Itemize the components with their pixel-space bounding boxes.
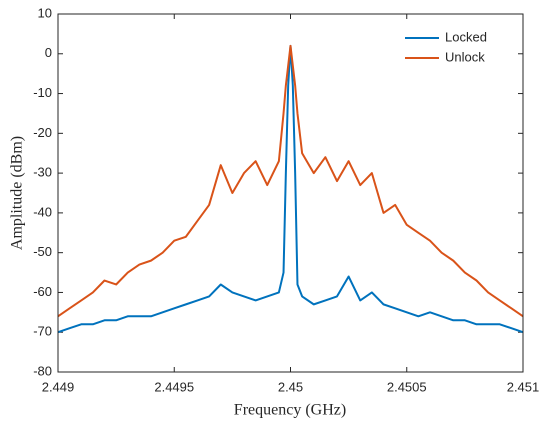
y-tick-label: 0: [45, 45, 52, 60]
axes-box: [57, 13, 524, 373]
x-tick-label: 2.45: [278, 379, 303, 394]
y-tick-label: -30: [33, 165, 52, 180]
y-axis-label: Amplitude (dBm): [9, 136, 26, 250]
line-series: [57, 44, 524, 318]
y-tick-label: -70: [33, 324, 52, 339]
y-tick-label: -10: [33, 85, 52, 100]
y-tick-label: -40: [33, 204, 52, 219]
x-tick-label: 2.4505: [387, 379, 427, 394]
legend-label: Unlock: [445, 49, 485, 64]
y-tick-label: -60: [33, 284, 52, 299]
y-tick-label: 10: [38, 5, 52, 20]
y-tick-label: -80: [33, 363, 52, 378]
x-tick-label: 2.4495: [154, 379, 194, 394]
y-tick-label: -20: [33, 125, 52, 140]
y-tick-label: -50: [33, 244, 52, 259]
plot-area: [58, 14, 523, 372]
x-axis-label: Frequency (GHz): [234, 402, 346, 419]
legend-label: Locked: [445, 29, 487, 44]
x-tick-label: 2.451: [507, 379, 540, 394]
x-tick-label: 2.449: [42, 379, 75, 394]
